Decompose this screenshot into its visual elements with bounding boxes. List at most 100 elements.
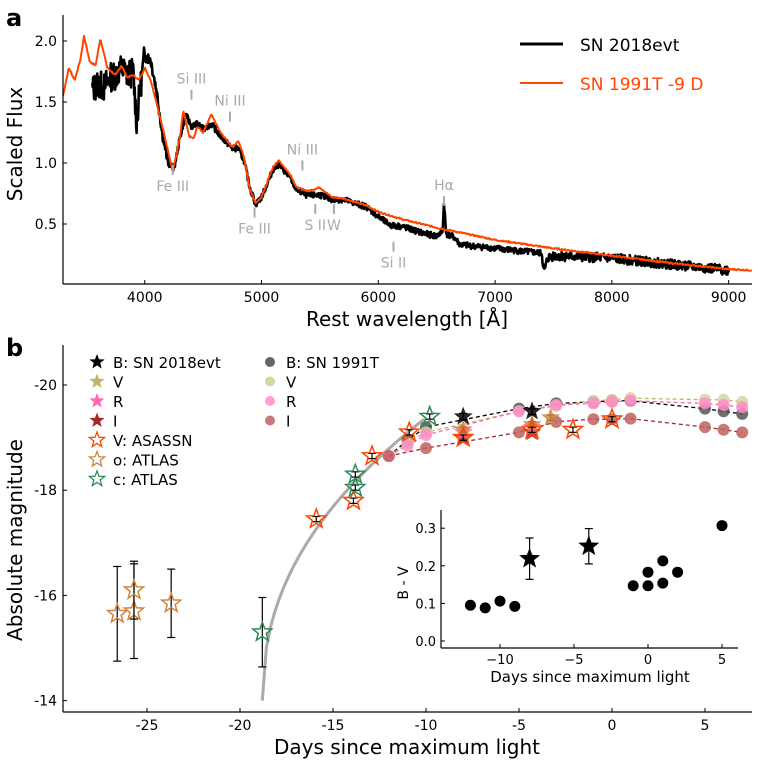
data-point	[343, 475, 367, 498]
data-point	[642, 580, 654, 592]
y-tick-label-inset: 0.1	[415, 597, 436, 612]
data-point	[343, 462, 367, 485]
y-tick-label-b: -18	[34, 483, 57, 499]
data-point	[122, 577, 146, 600]
line-label: S II	[304, 218, 326, 234]
line-label: Si II	[381, 256, 406, 272]
legend-label: B: SN 2018evt	[113, 354, 221, 372]
legend-marker	[87, 469, 107, 487]
x-tick-label-a: 4000	[127, 290, 163, 306]
inset-background	[441, 510, 738, 648]
data-point	[464, 599, 476, 611]
data-point	[418, 404, 442, 427]
y-tick-label-inset: 0.3	[415, 522, 436, 537]
y-axis-label-inset: B - V	[396, 566, 412, 600]
x-tick-label-b: -5	[512, 718, 526, 734]
series-o-atlas	[105, 560, 183, 662]
legend-label-sn1991t: SN 1991T -9 D	[580, 75, 703, 95]
data-point	[736, 426, 749, 439]
x-tick-label-inset: −5	[564, 653, 583, 668]
light-curve-axes: -25 -20 -15 -10 -5 0 5 -20 -18 -16 -14	[34, 345, 752, 734]
data-point	[105, 601, 129, 624]
series-dashed-line	[388, 397, 743, 457]
y-tick-label-a: 2.0	[35, 34, 57, 50]
legend-label: V	[113, 374, 124, 392]
data-point	[420, 442, 432, 455]
line-label: Si III	[177, 72, 207, 88]
y-tick-label-b: -16	[34, 588, 57, 604]
y-tick-label-a: 1.5	[35, 95, 57, 111]
data-point	[541, 407, 561, 426]
panel-label-a: a	[6, 4, 22, 32]
y-tick-label-b: -20	[34, 378, 57, 394]
legend-a: SN 2018evt SN 1991T -9 D	[520, 36, 703, 95]
line-label: Fe III	[238, 222, 271, 238]
line-label: Ni III	[287, 142, 318, 158]
x-tick-label-b: 5	[701, 718, 710, 734]
legend-marker	[89, 354, 105, 369]
x-tick-label-a: 9000	[711, 290, 747, 306]
data-point	[420, 428, 432, 441]
legend-label: B: SN 1991T	[286, 354, 380, 372]
y-tick-label-b: -14	[34, 694, 57, 710]
rise-fit-curve	[260, 418, 426, 701]
data-point	[624, 412, 637, 425]
series-dashed-line	[388, 418, 743, 457]
data-point	[519, 547, 541, 568]
data-point	[587, 397, 600, 410]
legend-label: R	[113, 393, 123, 411]
y-tick-label-inset: 0.2	[415, 560, 436, 575]
data-point	[250, 620, 274, 643]
data-point	[509, 600, 521, 612]
data-point	[561, 417, 585, 440]
legend-marker	[265, 376, 275, 387]
series-v-sn-2018evt	[453, 407, 561, 438]
data-point	[716, 520, 728, 532]
data-point	[699, 397, 711, 410]
y-axis-label-b: Absolute magnitude	[3, 439, 27, 641]
panel-label-b: b	[6, 334, 23, 362]
legend-label: c: ATLAS	[113, 471, 178, 489]
x-axis-label-a: Rest wavelength [Å]	[306, 307, 508, 331]
y-tick-label-inset: 0.0	[415, 635, 436, 650]
legend-label: o: ATLAS	[113, 452, 179, 470]
data-point	[453, 406, 473, 425]
line-label: Fe III	[156, 179, 189, 195]
legend-marker	[87, 430, 107, 448]
data-point	[578, 535, 600, 556]
data-point	[401, 439, 414, 452]
y-axis-label-a: Scaled Flux	[3, 87, 27, 202]
data-point	[600, 407, 624, 430]
light-curve-panel: b -25 -20 -15 -10 -5 0 5 -20 -18 -16 -14 Absolute …	[3, 334, 752, 759]
x-tick-label-b: -20	[229, 718, 252, 734]
y-tick-label-a: 1.0	[35, 156, 57, 172]
x-tick-label-b: 0	[608, 718, 617, 734]
color-inset: −10 −5 0 5 0.0 0.1 0.2 0.3 B - V Days since max…	[396, 510, 738, 686]
data-point	[513, 426, 525, 439]
legend-marker	[89, 373, 105, 388]
legend-marker	[87, 449, 107, 468]
data-point	[397, 420, 421, 443]
y-tick-label-a: 0.5	[35, 217, 57, 233]
data-point	[627, 580, 639, 592]
line-label: Hα	[434, 178, 454, 194]
legend-label: I	[286, 413, 290, 431]
x-tick-label-b: -10	[415, 718, 438, 734]
spectrum-axes: 4000 5000 6000 7000 8000 9000 0.5 1.0 1.5 2.0	[35, 15, 752, 306]
x-tick-label-inset: −10	[486, 653, 513, 668]
inset-series-sn-2018evt	[519, 527, 600, 580]
series-v-asassn	[304, 407, 624, 529]
data-point	[699, 421, 711, 434]
series-b-sn-2018evt	[453, 401, 542, 425]
data-point	[606, 395, 618, 408]
legend-label: R	[286, 393, 296, 411]
data-point	[717, 398, 730, 411]
legend-label: I	[113, 413, 117, 431]
data-point	[304, 506, 328, 529]
legend-label: V	[286, 374, 297, 392]
inset-axes: −10 −5 0 5 0.0 0.1 0.2 0.3	[415, 510, 738, 668]
data-point	[522, 401, 542, 420]
inset-series-sn-1991t	[464, 520, 728, 614]
data-point	[717, 423, 730, 436]
